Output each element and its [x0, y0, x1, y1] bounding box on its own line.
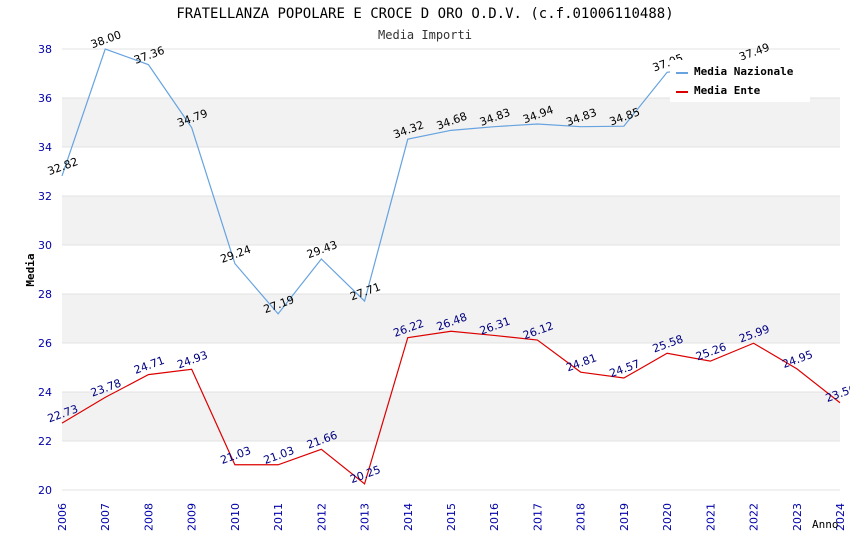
- data-label: 23.56: [824, 382, 850, 405]
- data-label: 21.03: [262, 444, 296, 467]
- y-tick-label: 22: [38, 435, 52, 448]
- y-axis-ticks: 20 22 24 26 28 30 32 34 36 38: [38, 43, 52, 497]
- x-tick-label: 2022: [748, 503, 761, 531]
- x-tick-label: 2009: [186, 503, 199, 531]
- y-tick-label: 26: [38, 337, 52, 350]
- data-label: 24.95: [781, 348, 815, 371]
- y-tick-label: 28: [38, 288, 52, 301]
- x-tick-label: 2012: [315, 503, 328, 531]
- y-tick-label: 24: [38, 386, 52, 399]
- x-tick-label: 2020: [661, 503, 674, 531]
- x-tick-label: 2023: [791, 503, 804, 531]
- legend: Media Nazionale Media Ente: [670, 60, 810, 102]
- x-tick-label: 2017: [531, 503, 544, 531]
- data-label: 24.81: [564, 351, 598, 374]
- x-tick-label: 2011: [272, 503, 285, 531]
- x-axis-title: Anno: [812, 518, 839, 531]
- legend-label-media-ente: Media Ente: [694, 84, 761, 97]
- x-tick-label: 2013: [359, 503, 372, 531]
- series-line-0: [61, 48, 754, 315]
- x-axis-ticks: 2006 2007 2008 2009 2010 2011 2012 2013 2014 2015…: [56, 503, 847, 531]
- x-tick-label: 2021: [704, 503, 717, 531]
- data-label: 38.00: [89, 28, 123, 51]
- chart-subtitle: Media Importi: [378, 28, 472, 42]
- y-tick-label: 38: [38, 43, 52, 56]
- x-tick-label: 2006: [56, 503, 69, 531]
- plot-series: [61, 48, 841, 485]
- legend-box: [670, 60, 810, 102]
- x-tick-label: 2016: [488, 503, 501, 531]
- y-axis-title: Media: [24, 253, 37, 286]
- data-label: 24.93: [175, 348, 209, 371]
- x-tick-label: 2007: [99, 503, 112, 531]
- grid-band: [62, 196, 840, 245]
- grid-band: [62, 98, 840, 147]
- data-label: 29.24: [219, 243, 253, 266]
- grid-lines: [62, 48, 840, 491]
- x-tick-label: 2014: [402, 503, 415, 531]
- legend-label-media-nazionale: Media Nazionale: [694, 65, 794, 78]
- x-tick-label: 2018: [575, 503, 588, 531]
- y-tick-label: 34: [38, 141, 52, 154]
- data-label: 37.36: [132, 44, 166, 67]
- data-label: 21.03: [219, 444, 253, 467]
- grid-bands: [62, 98, 840, 441]
- series-line-1: [61, 330, 841, 485]
- grid-band: [62, 294, 840, 343]
- y-tick-label: 20: [38, 484, 52, 497]
- x-tick-label: 2010: [229, 503, 242, 531]
- y-tick-label: 30: [38, 239, 52, 252]
- x-tick-label: 2015: [445, 503, 458, 531]
- y-tick-label: 32: [38, 190, 52, 203]
- x-tick-label: 2024: [834, 503, 847, 531]
- data-label: 25.26: [694, 340, 728, 363]
- chart-title: FRATELLANZA POPOLARE E CROCE D ORO O.D.V…: [176, 6, 673, 22]
- y-tick-label: 36: [38, 92, 52, 105]
- x-tick-label: 2008: [142, 503, 155, 531]
- x-tick-label: 2019: [618, 503, 631, 531]
- data-label: 24.57: [608, 357, 642, 380]
- grid-band: [62, 392, 840, 441]
